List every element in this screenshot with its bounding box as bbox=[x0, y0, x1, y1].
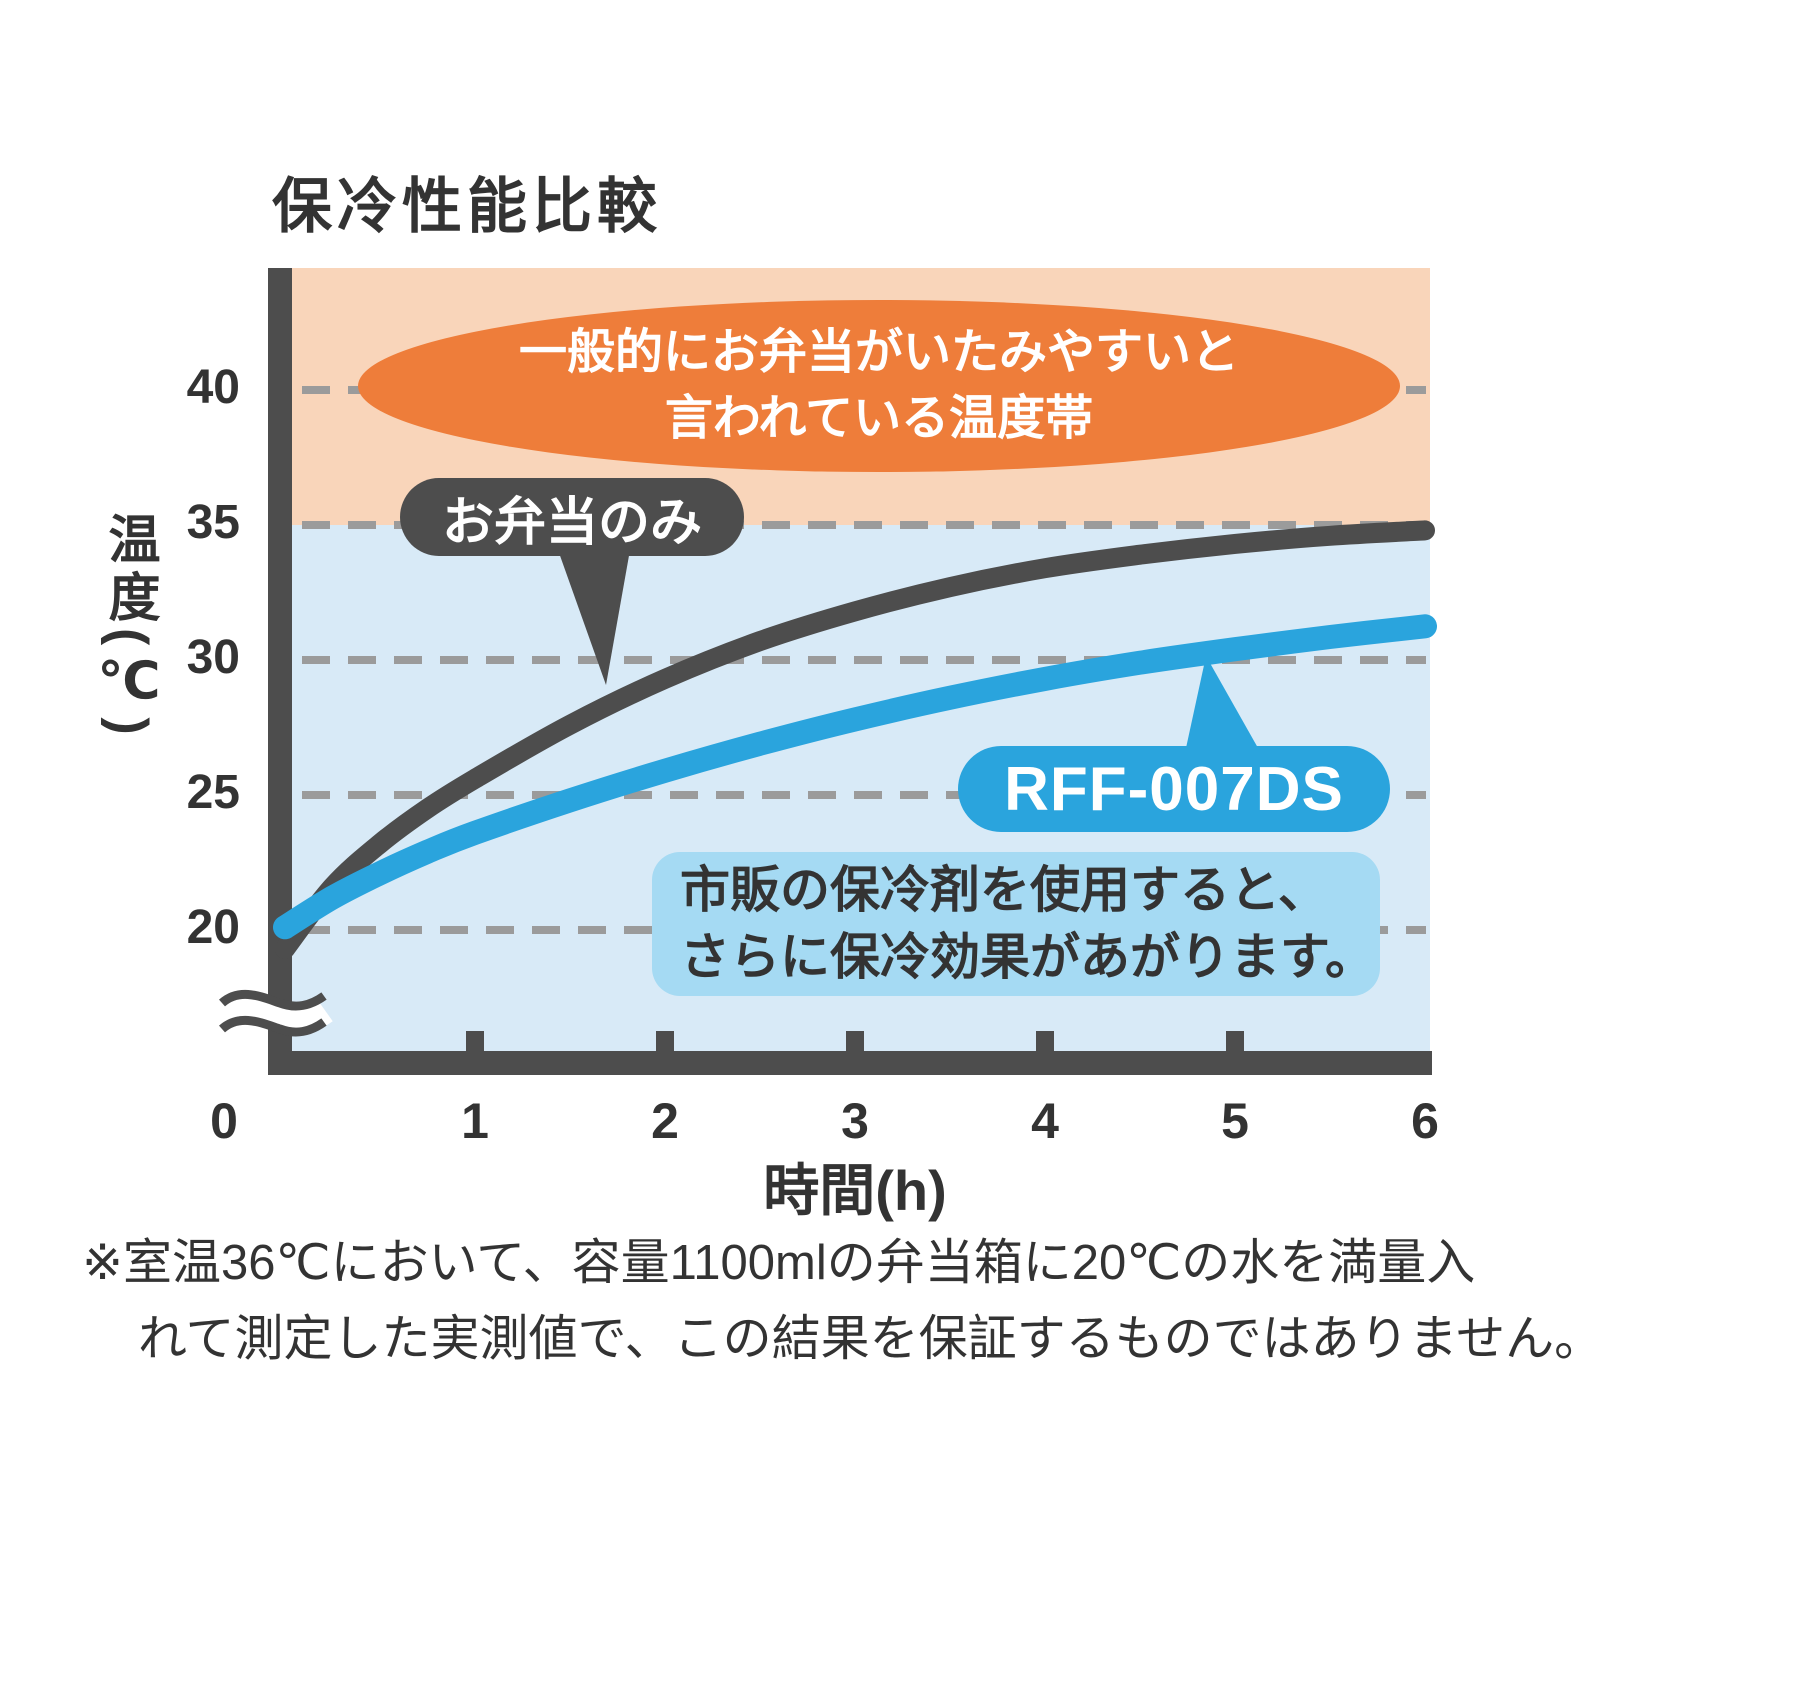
measurement-footnote: ※室温36℃において、容量1100mlの弁当箱に20℃の水を満量入 れて測定した… bbox=[82, 1226, 1603, 1378]
ice-pack-note-line2: さらに保冷効果があがります。 bbox=[680, 929, 1375, 985]
x-tick-label-4: 4 bbox=[1031, 1093, 1059, 1149]
axis-break-line bbox=[219, 1015, 327, 1037]
x-tick-mark bbox=[1036, 1031, 1054, 1051]
y-tick-label-20: 20 bbox=[186, 901, 240, 954]
axis-break-gap bbox=[212, 992, 333, 1035]
product-label: RFF-007DS bbox=[1004, 754, 1344, 824]
footnote-line2: れて測定した実測値で、この結果を保証するものではありません。 bbox=[138, 1311, 1604, 1366]
chart-title: 保冷性能比較 bbox=[272, 173, 662, 240]
y-tick-label-40: 40 bbox=[186, 361, 240, 414]
x-tick-label-6: 6 bbox=[1411, 1093, 1439, 1149]
y-tick-label-30: 30 bbox=[186, 631, 240, 684]
x-tick-label-3: 3 bbox=[841, 1093, 869, 1149]
x-tick-mark bbox=[846, 1031, 864, 1051]
x-tick-label-1: 1 bbox=[461, 1093, 489, 1149]
danger-zone-callout-line2: 言われている温度帯 bbox=[664, 392, 1094, 445]
product-callout-tail bbox=[1186, 656, 1258, 748]
axis-break-line bbox=[219, 989, 327, 1011]
x-tick-mark bbox=[1226, 1031, 1244, 1051]
x-axis bbox=[268, 1051, 1432, 1075]
series-curve-product bbox=[273, 614, 1437, 940]
x-tick-label-5: 5 bbox=[1221, 1093, 1249, 1149]
bento-only-callout-tail bbox=[558, 550, 630, 685]
footnote-line1: ※室温36℃において、容量1100mlの弁当箱に20℃の水を満量入 bbox=[82, 1236, 1476, 1290]
y-axis-title: 温度(℃) bbox=[100, 512, 158, 741]
y-tick-label-25: 25 bbox=[186, 766, 240, 819]
series-curve-bento-only bbox=[275, 520, 1435, 959]
x-axis-title: 時間(h) bbox=[763, 1159, 947, 1222]
product-label-bubble: RFF-007DS bbox=[958, 656, 1390, 832]
ice-pack-note-box: 市販の保冷剤を使用すると、 さらに保冷効果があがります。 bbox=[652, 852, 1380, 996]
bento-only-label-bubble: お弁当のみ bbox=[400, 478, 744, 685]
danger-zone-callout: 一般的にお弁当がいたみやすいと 言われている温度帯 bbox=[358, 300, 1400, 472]
y-tick-label-35: 35 bbox=[186, 496, 240, 549]
danger-zone-callout-line1: 一般的にお弁当がいたみやすいと bbox=[518, 325, 1239, 379]
ice-pack-note-line1: 市販の保冷剤を使用すると、 bbox=[680, 862, 1328, 918]
x-tick-label-2: 2 bbox=[651, 1093, 679, 1149]
x-tick-mark bbox=[656, 1031, 674, 1051]
x-tick-label-0: 0 bbox=[210, 1093, 238, 1149]
x-tick-mark bbox=[466, 1031, 484, 1051]
bento-only-label: お弁当のみ bbox=[441, 493, 702, 552]
